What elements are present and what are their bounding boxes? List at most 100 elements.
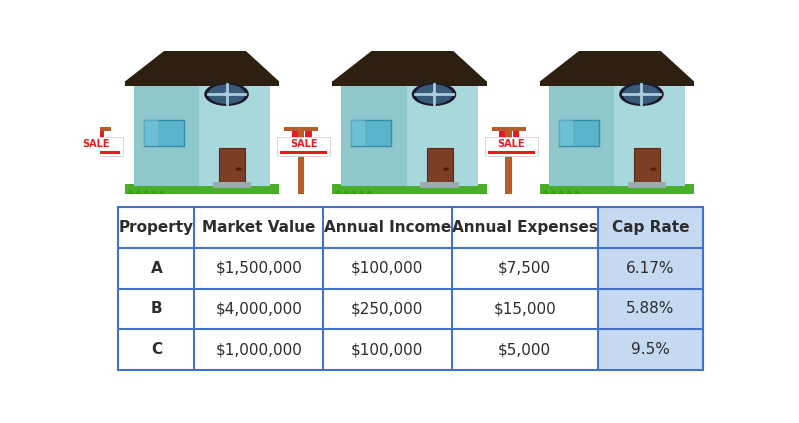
Polygon shape [336, 189, 341, 194]
Circle shape [638, 92, 645, 96]
Polygon shape [143, 189, 149, 194]
Bar [194, 207, 323, 248]
Circle shape [443, 168, 449, 171]
Polygon shape [566, 189, 572, 194]
Bar [194, 288, 323, 329]
Bar [118, 329, 194, 370]
Bar [73, 151, 120, 154]
Text: $250,000: $250,000 [351, 301, 423, 316]
Bar [199, 82, 270, 186]
Bar [323, 207, 451, 248]
Bar [506, 129, 511, 194]
Bar [118, 288, 194, 329]
Text: 6.17%: 6.17% [626, 261, 674, 276]
Text: $15,000: $15,000 [493, 301, 556, 316]
Bar [513, 131, 519, 137]
Text: $4,000,000: $4,000,000 [215, 301, 302, 316]
Circle shape [623, 85, 660, 104]
Circle shape [415, 85, 452, 104]
Bar [332, 184, 487, 194]
Circle shape [223, 92, 230, 96]
Bar [277, 137, 330, 156]
Polygon shape [332, 16, 487, 82]
Bar [485, 137, 538, 156]
Bar [549, 82, 614, 186]
Bar [341, 82, 407, 186]
Bar [213, 182, 252, 188]
Text: $100,000: $100,000 [351, 342, 423, 357]
Polygon shape [351, 189, 357, 194]
Bar [598, 329, 703, 370]
Text: C: C [151, 342, 162, 357]
Bar [323, 288, 451, 329]
Text: SALE: SALE [82, 139, 110, 149]
Bar [539, 184, 694, 194]
Circle shape [236, 168, 242, 171]
Bar [85, 131, 90, 137]
Polygon shape [343, 189, 349, 194]
Bar [284, 126, 318, 131]
Bar [323, 329, 451, 370]
Text: Property: Property [119, 220, 194, 235]
Bar [451, 329, 598, 370]
Bar [634, 148, 660, 186]
Bar [292, 131, 298, 137]
Bar [98, 131, 104, 137]
Bar [427, 148, 452, 186]
Bar [352, 120, 365, 146]
Bar [332, 81, 487, 85]
Text: A: A [150, 261, 162, 276]
Text: SALE: SALE [290, 139, 317, 149]
Bar [305, 131, 312, 137]
Circle shape [619, 82, 664, 106]
Bar [144, 120, 158, 146]
Circle shape [411, 82, 456, 106]
Bar [219, 148, 245, 186]
Polygon shape [151, 189, 157, 194]
Text: Annual Expenses: Annual Expenses [451, 220, 598, 235]
Polygon shape [539, 16, 694, 82]
Bar [118, 207, 194, 248]
Text: B: B [151, 301, 162, 316]
Bar [614, 82, 685, 186]
Text: Cap Rate: Cap Rate [612, 220, 690, 235]
Bar [539, 81, 694, 85]
Bar [559, 120, 599, 146]
Polygon shape [359, 189, 364, 194]
Text: $7,500: $7,500 [498, 261, 551, 276]
Bar [559, 120, 573, 146]
Polygon shape [551, 189, 557, 194]
Bar [598, 248, 703, 288]
Polygon shape [543, 189, 549, 194]
Bar [90, 129, 97, 194]
Bar [77, 126, 111, 131]
Bar [451, 207, 598, 248]
Bar [451, 248, 598, 288]
Polygon shape [558, 189, 564, 194]
Bar [118, 248, 194, 288]
Bar [144, 120, 184, 146]
Polygon shape [136, 189, 141, 194]
Polygon shape [366, 189, 372, 194]
Bar [598, 288, 703, 329]
Circle shape [205, 82, 248, 106]
Bar [323, 248, 451, 288]
Bar [134, 82, 199, 186]
Polygon shape [574, 189, 580, 194]
Bar [280, 151, 328, 154]
Bar [451, 288, 598, 329]
Text: $100,000: $100,000 [351, 261, 423, 276]
Polygon shape [125, 16, 280, 82]
Text: Market Value: Market Value [202, 220, 316, 235]
Text: $1,500,000: $1,500,000 [215, 261, 302, 276]
Text: 9.5%: 9.5% [631, 342, 670, 357]
Text: $5,000: $5,000 [498, 342, 551, 357]
Bar [298, 129, 304, 194]
Polygon shape [159, 189, 165, 194]
Bar [125, 184, 280, 194]
Bar [352, 120, 392, 146]
Circle shape [208, 85, 245, 104]
Bar [407, 82, 478, 186]
Text: $1,000,000: $1,000,000 [215, 342, 302, 357]
Bar [487, 151, 535, 154]
